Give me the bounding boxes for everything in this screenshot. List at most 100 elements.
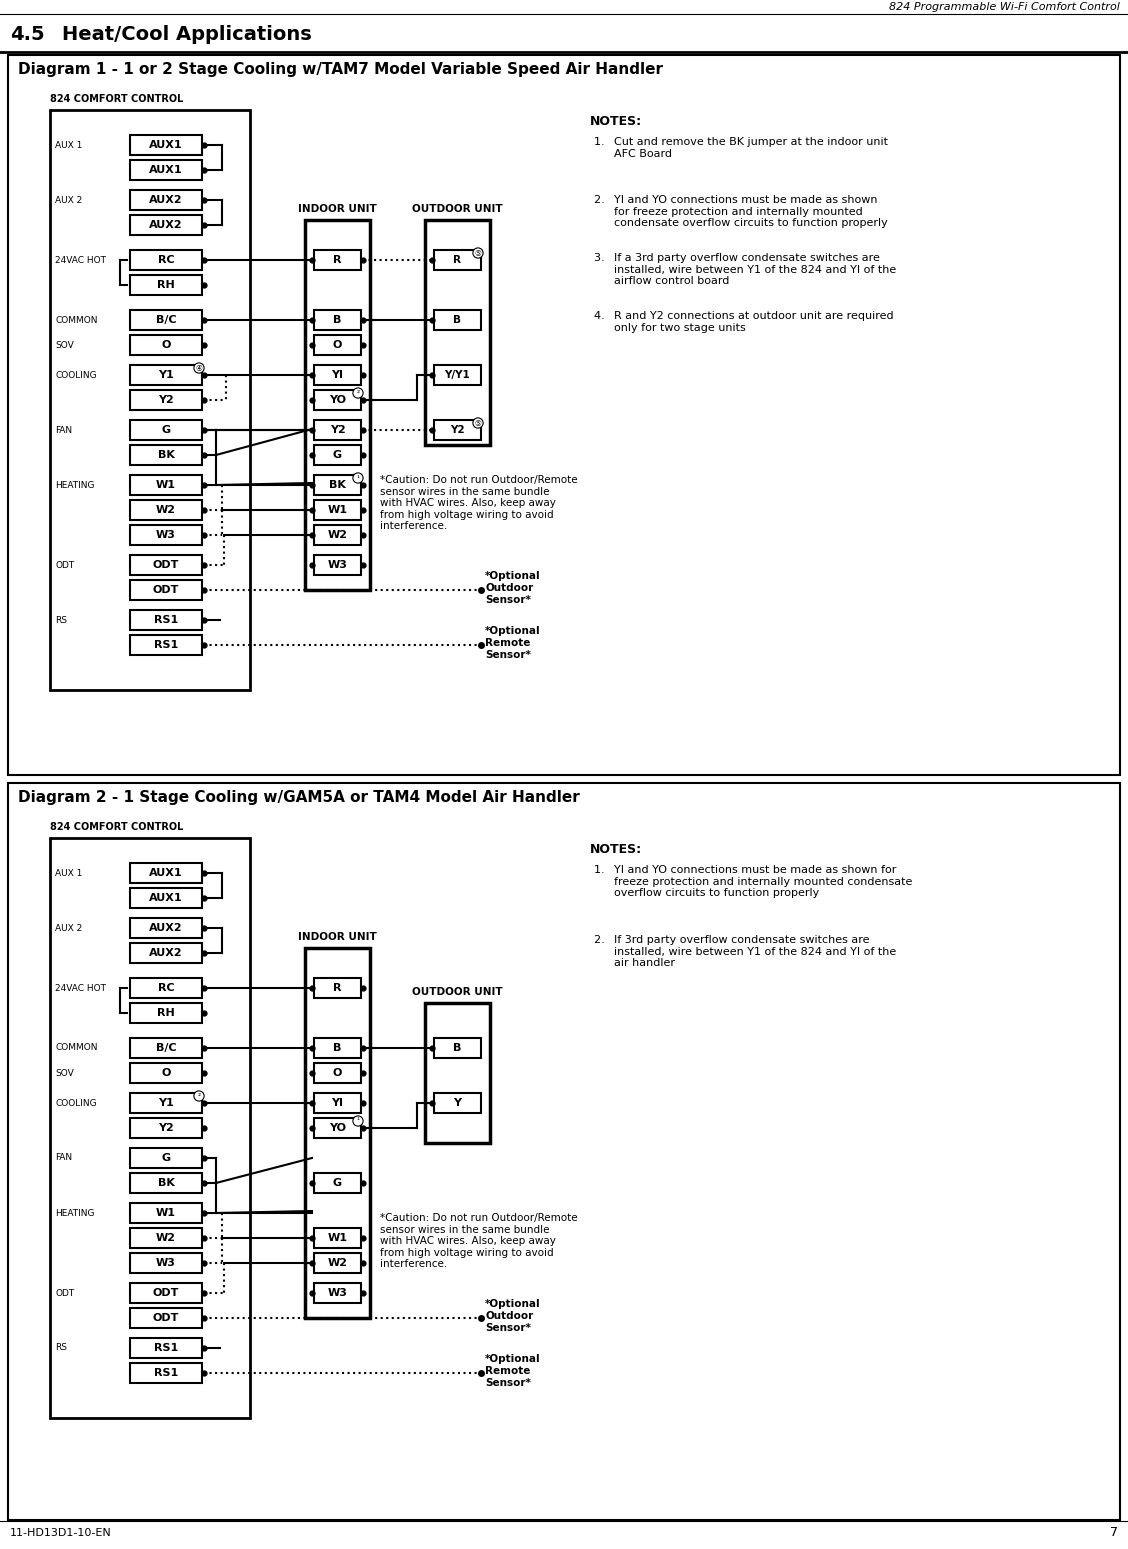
Bar [314,366,361,386]
Text: O: O [161,339,170,350]
Bar [434,1038,481,1058]
Text: RC: RC [158,984,175,993]
Bar [130,160,202,180]
Text: COOLING: COOLING [55,1098,97,1108]
Text: AUX 2: AUX 2 [55,195,82,204]
Bar [314,1063,361,1083]
Bar [130,445,202,465]
Text: G: G [333,1177,342,1188]
Text: OUTDOOR UNIT: OUTDOOR UNIT [412,204,503,214]
Text: W1: W1 [156,1208,176,1218]
Bar [130,555,202,575]
Text: *Caution: Do not run Outdoor/Remote
sensor wires in the same bundle
with HVAC wi: *Caution: Do not run Outdoor/Remote sens… [380,476,578,531]
Text: G: G [333,451,342,460]
Text: G: G [161,1152,170,1163]
Bar [130,1228,202,1248]
Text: AUX2: AUX2 [149,220,183,229]
Bar [314,335,361,355]
Text: ODT: ODT [152,1289,179,1298]
Text: SOV: SOV [55,1069,73,1078]
Text: 1.: 1. [594,136,610,147]
Text: FAN: FAN [55,426,72,435]
Bar [305,948,370,1318]
Text: *Optional
Outdoor
Sensor*: *Optional Outdoor Sensor* [485,572,540,604]
Bar [305,220,370,590]
Text: ¹: ¹ [356,1117,360,1126]
Text: SOV: SOV [55,341,73,350]
Text: Y/Y1: Y/Y1 [444,370,470,380]
Text: O: O [333,1067,342,1078]
Text: NOTES:: NOTES: [590,115,642,129]
Text: O: O [333,339,342,350]
Text: B: B [333,314,342,325]
Bar [130,335,202,355]
Text: YI and YO connections must be made as shown for
freeze protection and internally: YI and YO connections must be made as sh… [614,864,913,898]
Text: B: B [453,314,461,325]
Text: Y1: Y1 [158,370,174,380]
Bar [314,525,361,545]
Bar [130,1094,202,1114]
Text: FAN: FAN [55,1154,72,1162]
Text: YO: YO [329,1123,346,1132]
Bar [130,135,202,155]
Text: 24VAC HOT: 24VAC HOT [55,984,106,993]
Bar [130,1363,202,1383]
Bar [314,555,361,575]
Bar [425,220,490,445]
Text: W1: W1 [156,480,176,489]
Text: 4.5: 4.5 [10,25,45,43]
Bar [130,390,202,410]
Text: AUX1: AUX1 [149,867,183,878]
Text: RS1: RS1 [153,1368,178,1379]
Bar [314,420,361,440]
Text: R: R [333,984,342,993]
Bar [8,782,1120,1520]
Text: If 3rd party overflow condensate switches are
installed, wire between Y1 of the : If 3rd party overflow condensate switche… [614,936,897,968]
Text: W3: W3 [327,1289,347,1298]
Text: OUTDOOR UNIT: OUTDOOR UNIT [412,987,503,998]
Text: W2: W2 [156,505,176,514]
Text: RS: RS [55,615,67,624]
Text: ⑤: ⑤ [475,418,482,428]
Bar [130,888,202,908]
Text: G: G [161,424,170,435]
Text: RS1: RS1 [153,1343,178,1352]
Text: YI: YI [332,370,344,380]
Text: R: R [453,256,461,265]
Text: 4.: 4. [594,311,610,321]
Text: ODT: ODT [55,1289,74,1298]
Bar [434,310,481,330]
Bar [130,1204,202,1224]
Text: Diagram 2 - 1 Stage Cooling w/GAM5A or TAM4 Model Air Handler: Diagram 2 - 1 Stage Cooling w/GAM5A or T… [18,790,580,804]
Bar [130,919,202,939]
Text: 2.: 2. [594,195,610,204]
Text: Y2: Y2 [158,1123,174,1132]
Text: Y2: Y2 [158,395,174,404]
Bar [130,366,202,386]
Text: BK: BK [158,451,175,460]
Text: ODT: ODT [152,586,179,595]
Text: RH: RH [157,1008,175,1018]
Bar [130,310,202,330]
Text: RH: RH [157,280,175,290]
Text: 2.: 2. [594,936,610,945]
Text: W3: W3 [156,530,176,541]
Bar [130,476,202,496]
Bar [50,110,250,689]
Text: INDOOR UNIT: INDOOR UNIT [298,932,377,942]
Bar [314,500,361,520]
Bar [314,1228,361,1248]
Text: AUX2: AUX2 [149,923,183,932]
Text: AUX1: AUX1 [149,166,183,175]
Text: 24VAC HOT: 24VAC HOT [55,256,106,265]
Text: 824 COMFORT CONTROL: 824 COMFORT CONTROL [50,823,184,832]
Text: AUX2: AUX2 [149,948,183,957]
Bar [130,1253,202,1273]
Text: W2: W2 [156,1233,176,1242]
Bar [130,215,202,235]
Bar [130,863,202,883]
Bar [434,249,481,270]
Bar [130,1283,202,1303]
Text: Heat/Cool Applications: Heat/Cool Applications [62,25,311,43]
Text: HEATING: HEATING [55,1208,95,1218]
